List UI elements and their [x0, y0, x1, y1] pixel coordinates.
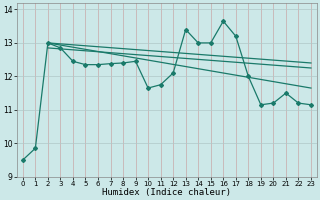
X-axis label: Humidex (Indice chaleur): Humidex (Indice chaleur) — [102, 188, 231, 197]
